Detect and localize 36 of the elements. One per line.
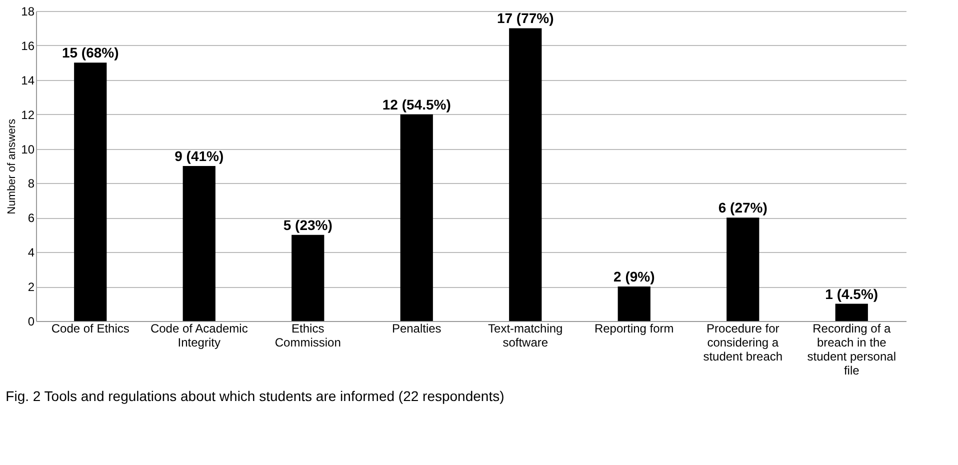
data-label: 9 (41%) [174,148,224,164]
bar [182,166,216,321]
data-label: 6 (27%) [718,200,768,216]
data-label: 1 (4.5%) [825,286,878,302]
data-label: 2 (9%) [614,268,655,285]
y-tick-label: 0 [28,314,35,328]
x-tick-label: Code of Ethics [51,322,130,336]
data-label: 15 (68%) [62,44,119,61]
x-tick-label: Penalties [392,322,442,336]
y-tick-label: 12 [21,108,35,122]
x-tick-label: Recording of a breach in the student personal file [807,322,896,378]
y-axis-title: Number of answers [6,118,18,214]
y-tick-label: 6 [28,211,35,226]
bar [726,218,760,321]
bar [74,62,107,321]
data-label: 17 (77%) [496,10,554,26]
bar [618,286,650,321]
y-tick-label: 18 [21,4,35,18]
x-tick-label: Reporting form [594,322,674,336]
data-label: 5 (23%) [283,216,332,233]
x-tick-label: Procedure for considering a student breach [703,322,783,364]
y-tick-label: 4 [28,246,35,260]
y-tick-label: 10 [21,142,35,156]
y-tick-label: 16 [21,38,35,53]
bar [509,28,542,321]
bar [835,304,868,321]
y-tick-label: 8 [28,176,35,191]
x-tick-label: Ethics Commission [274,322,341,350]
bar [292,234,324,321]
bar [400,114,433,321]
x-tick-label: Text-matching software [488,322,563,350]
data-label: 12 (54.5%) [382,96,451,112]
y-tick-label: 2 [28,280,35,294]
caption: Fig. 2 Tools and regulations about which students are informed (22 respondents) [6,388,504,404]
y-tick-label: 14 [21,73,35,88]
x-tick-label: Code of Academic Integrity [150,322,248,350]
